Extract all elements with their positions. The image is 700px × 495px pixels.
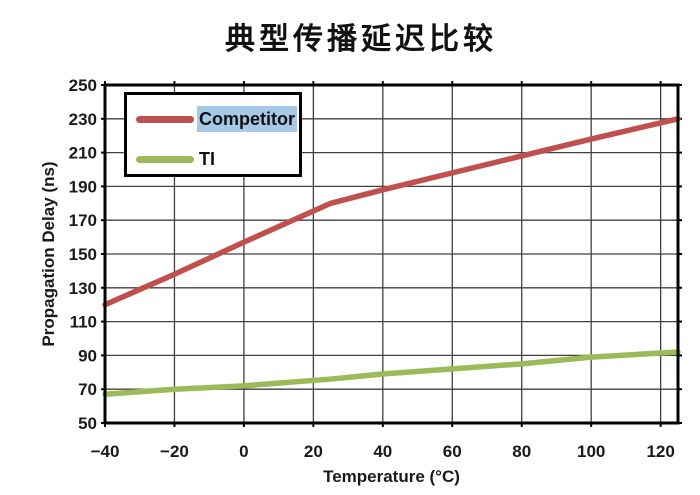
x-axis-title: Temperature (°C): [323, 467, 460, 486]
y-tick-label: 250: [69, 76, 97, 95]
y-tick-label: 190: [69, 177, 97, 196]
chart-title: 典型传播延迟比较: [225, 23, 497, 56]
y-tick-label: 90: [78, 346, 97, 365]
x-tick-label: 0: [239, 442, 248, 461]
y-tick-label: 150: [69, 245, 97, 264]
y-tick-label: 130: [69, 279, 97, 298]
legend-label-ti[interactable]: TI: [199, 149, 215, 169]
x-tick-label: −20: [160, 442, 189, 461]
x-tick-label: 120: [646, 442, 674, 461]
y-tick-label: 170: [69, 211, 97, 230]
x-tick-label: 40: [373, 442, 392, 461]
legend-item-competitor: Competitor: [136, 106, 297, 132]
x-tick-label: 80: [512, 442, 531, 461]
ti-line: [102, 349, 681, 398]
competitor-line-swatch: [136, 115, 194, 123]
ti-line-swatch: [136, 155, 194, 163]
legend: Competitor TI: [124, 92, 302, 177]
y-tick-label: 110: [70, 313, 97, 332]
x-tick-label: 100: [577, 442, 605, 461]
x-tick-label: 60: [443, 442, 462, 461]
y-tick-label: 70: [78, 380, 97, 399]
y-tick-label: 230: [69, 110, 97, 129]
y-tick-label: 50: [78, 414, 97, 433]
x-tick-label: 20: [304, 442, 323, 461]
x-tick-label: −40: [91, 442, 120, 461]
competitor-line: [102, 116, 681, 308]
plot-border: [103, 83, 680, 425]
y-tick-label: 210: [69, 144, 97, 163]
legend-label-competitor[interactable]: Competitor: [197, 106, 297, 132]
legend-item-ti: TI: [136, 147, 217, 171]
